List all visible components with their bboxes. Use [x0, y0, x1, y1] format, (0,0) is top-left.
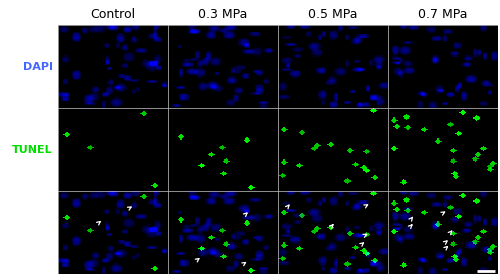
Text: TUNEL: TUNEL	[12, 145, 52, 155]
Text: MERGE: MERGE	[8, 228, 52, 238]
Text: Control: Control	[90, 8, 135, 21]
Text: 0.5 MPa: 0.5 MPa	[308, 8, 357, 21]
Text: DAPI: DAPI	[22, 62, 52, 72]
Text: 0.7 MPa: 0.7 MPa	[418, 8, 467, 21]
Text: 0.3 MPa: 0.3 MPa	[198, 8, 247, 21]
